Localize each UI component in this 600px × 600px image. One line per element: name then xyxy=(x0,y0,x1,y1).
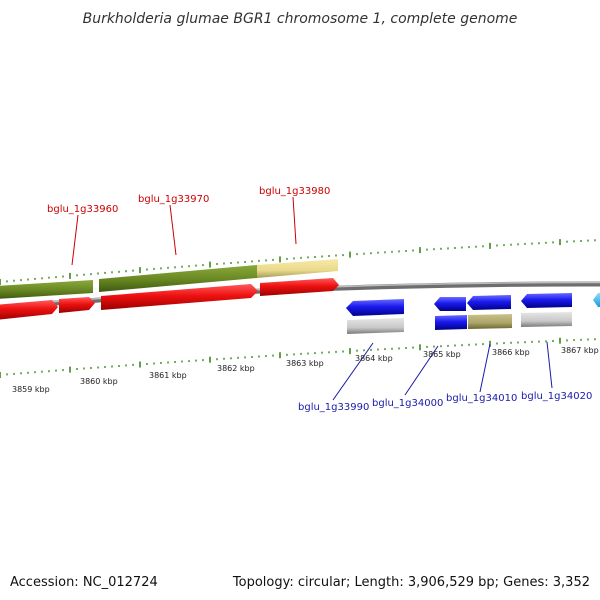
gene-arrow-blue-bglu_1g33990[interactable] xyxy=(346,299,404,316)
gene-bar-khaki[interactable] xyxy=(468,314,512,329)
kbp-scale: 3859 kbp 3860 kbp 3861 kbp 3862 kbp 3863… xyxy=(12,346,599,394)
leader-line xyxy=(332,342,374,401)
kbp-label: 3865 kbp xyxy=(423,350,461,359)
leader-line xyxy=(546,341,553,389)
gene-arrow-red-2[interactable] xyxy=(59,297,95,313)
gene-bar-olive-left[interactable] xyxy=(0,280,93,299)
gene-label-top-3[interactable]: bglu_1g33980 xyxy=(259,186,330,245)
kbp-label: 3867 kbp xyxy=(561,346,599,355)
kbp-label: 3859 kbp xyxy=(12,385,50,394)
gene-label-bottom-4[interactable]: bglu_1g34020 xyxy=(521,341,592,402)
scale-ticks xyxy=(0,239,596,378)
gene-label-top-1[interactable]: bglu_1g33960 xyxy=(47,204,118,266)
gene-label-text: bglu_1g34010 xyxy=(446,393,517,404)
gene-bar-gray-1[interactable] xyxy=(347,318,404,334)
leader-line xyxy=(71,214,79,266)
gene-label-text: bglu_1g33960 xyxy=(47,204,118,215)
kbp-label: 3863 kbp xyxy=(286,359,324,368)
gene-arrow-cyan-edge[interactable] xyxy=(593,293,600,307)
genome-summary-text: Topology: circular; Length: 3,906,529 bp… xyxy=(232,575,590,590)
kbp-label: 3860 kbp xyxy=(80,377,118,386)
gene-bar-blue-lower[interactable] xyxy=(435,315,467,330)
accession-text: Accession: NC_012724 xyxy=(10,575,158,590)
gene-bar-gray-2[interactable] xyxy=(521,312,572,327)
gene-arrow-red-3[interactable] xyxy=(101,284,258,310)
kbp-label: 3861 kbp xyxy=(149,371,187,380)
leader-line xyxy=(479,343,491,393)
gene-label-bottom-3[interactable]: bglu_1g34010 xyxy=(446,343,517,404)
gene-label-text: bglu_1g34020 xyxy=(521,391,592,402)
gene-arrow-blue-bglu_1g34020[interactable] xyxy=(521,293,572,308)
gene-arrow-red-1[interactable] xyxy=(0,300,58,320)
gene-label-text: bglu_1g33970 xyxy=(138,194,209,205)
gene-bar-bglu_1g33980[interactable] xyxy=(257,259,338,278)
gene-arrow-red-4[interactable] xyxy=(260,278,339,296)
gene-arrow-blue-bglu_1g34010[interactable] xyxy=(467,295,511,310)
kbp-label: 3864 kbp xyxy=(355,354,393,363)
map-title: Burkholderia glumae BGR1 chromosome 1, c… xyxy=(83,11,518,27)
leader-line xyxy=(169,204,177,256)
gene-label-text: bglu_1g34000 xyxy=(372,398,443,409)
gene-label-bottom-1[interactable]: bglu_1g33990 xyxy=(298,342,374,413)
leader-line xyxy=(292,196,297,245)
gene-label-top-2[interactable]: bglu_1g33970 xyxy=(138,194,209,256)
kbp-label: 3866 kbp xyxy=(492,348,530,357)
gene-label-bottom-2[interactable]: bglu_1g34000 xyxy=(372,345,443,409)
kbp-label: 3862 kbp xyxy=(217,364,255,373)
gene-bar-bglu_1g33970[interactable] xyxy=(99,265,257,292)
leader-line xyxy=(404,345,439,396)
gene-label-text: bglu_1g33990 xyxy=(298,402,369,413)
gene-label-text: bglu_1g33980 xyxy=(259,186,330,197)
gene-arrow-blue-bglu_1g34000[interactable] xyxy=(434,297,466,311)
